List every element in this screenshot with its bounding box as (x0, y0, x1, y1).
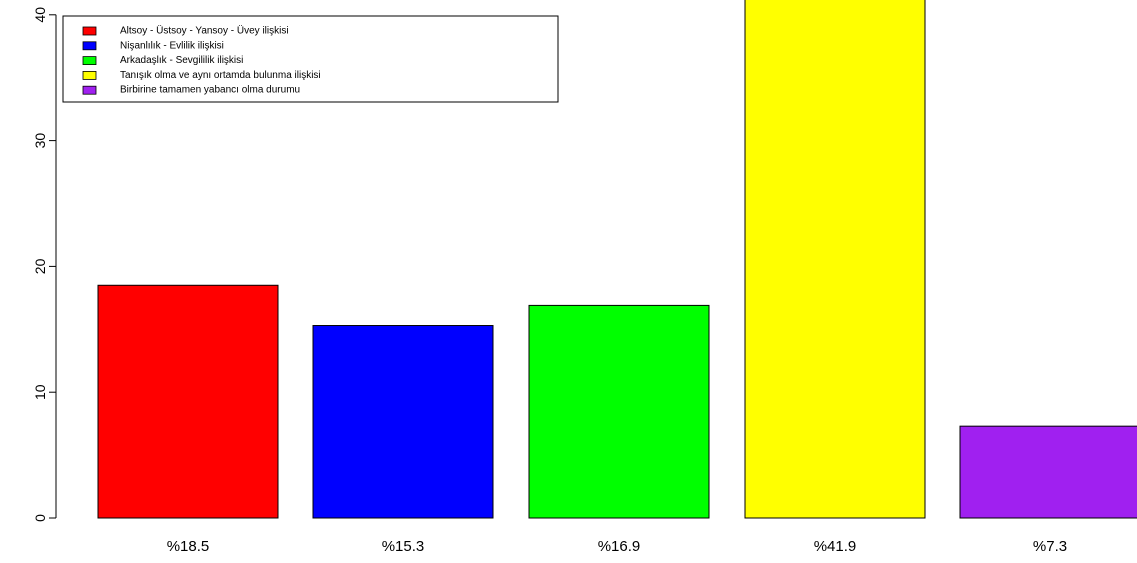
legend-label: Tanışık olma ve aynı ortamda bulunma ili… (120, 70, 321, 81)
x-category-label: %18.5 (167, 538, 210, 555)
legend-label: Arkadaşlık - Sevgililik ilişkisi (120, 55, 243, 66)
y-tick-label: 10 (32, 384, 48, 400)
bar (312, 325, 494, 519)
bar (744, 0, 926, 519)
bar (959, 425, 1137, 519)
y-tick-label: 30 (32, 133, 48, 149)
bar (97, 284, 279, 519)
legend-swatch (82, 71, 97, 80)
legend-items: Altsoy - Üstsoy - Yansoy - Üvey ilişkisi… (82, 25, 321, 96)
x-axis-labels: %18.5 %15.3 %16.9 %41.9 %7.3 (167, 538, 1067, 555)
legend: Altsoy - Üstsoy - Yansoy - Üvey ilişkisi… (62, 15, 559, 103)
x-category-label: %15.3 (382, 538, 425, 555)
legend-swatch (82, 26, 97, 36)
x-category-label: %16.9 (598, 538, 641, 555)
legend-swatch (82, 56, 97, 65)
x-category-label: %41.9 (814, 538, 857, 555)
legend-box (62, 15, 559, 103)
y-tick-label: 40 (32, 7, 48, 23)
legend-label: Birbirine tamamen yabancı olma durumu (120, 85, 300, 96)
y-tick-label: 20 (32, 258, 48, 274)
x-category-label: %7.3 (1033, 538, 1067, 555)
legend-swatch (82, 85, 97, 95)
y-tick-label: 0 (32, 514, 48, 522)
bar (528, 304, 710, 519)
y-axis: 0 10 20 30 40 (32, 7, 57, 522)
bars (97, 0, 1137, 519)
legend-swatch (82, 41, 97, 51)
legend-label: Nişanlılık - Evlilik ilişkisi (120, 40, 224, 51)
legend-label: Altsoy - Üstsoy - Yansoy - Üvey ilişkisi (120, 25, 289, 37)
